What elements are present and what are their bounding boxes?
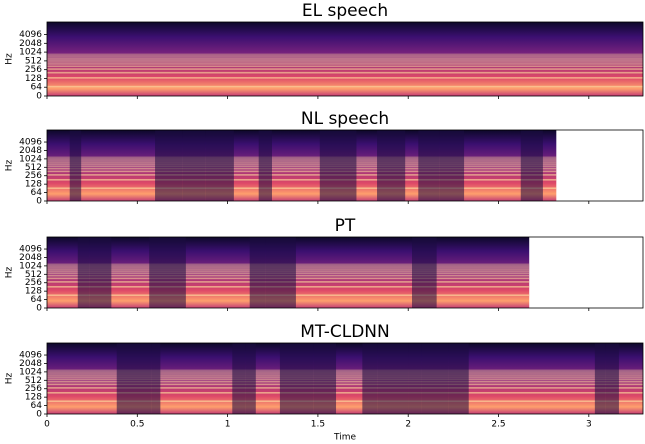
x-axis-label: Time: [333, 433, 356, 443]
pause: [409, 343, 422, 414]
pause: [440, 130, 464, 201]
panel-title: EL speech: [302, 1, 388, 21]
y-tick-label: 4096: [19, 30, 42, 40]
pause: [595, 343, 605, 414]
x-tick-label: 1: [225, 420, 231, 430]
harmonic: [47, 162, 556, 164]
y-tick-label: 4096: [19, 245, 42, 255]
harmonic: [47, 61, 643, 63]
y-axis-label: Hz: [5, 53, 15, 65]
harmonic: [47, 63, 643, 65]
pause: [245, 343, 255, 414]
y-tick-label: 512: [25, 56, 42, 66]
pause: [70, 130, 81, 201]
pause: [206, 130, 234, 201]
harmonic: [47, 59, 643, 61]
pause: [232, 343, 245, 414]
x-tick-label: 2: [405, 420, 411, 430]
harmonic: [47, 53, 643, 55]
y-axis-label: Hz: [5, 372, 15, 384]
pause: [155, 130, 183, 201]
y-tick-label: 128: [25, 74, 42, 84]
pause: [266, 237, 296, 308]
y-tick-label: 2048: [19, 39, 42, 49]
pause: [422, 343, 449, 414]
pause: [152, 343, 161, 414]
harmonic: [47, 168, 556, 170]
harmonic: [47, 68, 643, 70]
pause: [449, 343, 469, 414]
spectrogram: [47, 130, 556, 201]
pause: [418, 130, 439, 201]
pause: [117, 343, 152, 414]
harmonic: [47, 171, 556, 173]
y-axis-label: Hz: [5, 159, 15, 171]
pause: [605, 343, 619, 414]
pause: [320, 130, 357, 201]
x-tick-label: 1.5: [311, 420, 325, 430]
pause: [149, 237, 186, 308]
panel-title: MT-CLDNN: [300, 322, 390, 342]
y-axis-label: Hz: [5, 266, 15, 278]
harmonic: [47, 187, 556, 189]
harmonic: [47, 86, 643, 88]
pause: [377, 343, 409, 414]
pause: [412, 237, 437, 308]
x-tick-label: 2.5: [491, 420, 505, 430]
pause: [280, 343, 313, 414]
y-tick-label: 4096: [19, 138, 42, 148]
pause: [78, 237, 90, 308]
harmonic: [47, 72, 643, 74]
harmonic: [47, 65, 643, 67]
y-tick-label: 64: [31, 83, 43, 93]
pause: [362, 343, 377, 414]
pause: [259, 130, 272, 201]
pause: [521, 130, 543, 201]
pause: [183, 130, 206, 201]
harmonic: [47, 166, 556, 168]
harmonic: [47, 164, 556, 166]
panel-title: NL speech: [301, 109, 389, 129]
y-tick-label: 0: [36, 92, 42, 102]
y-tick-label: 1024: [19, 48, 42, 58]
harmonic: [47, 179, 556, 181]
x-tick-label: 0.5: [130, 420, 144, 430]
pause: [377, 130, 405, 201]
y-tick-label: 256: [25, 65, 42, 75]
pause: [90, 237, 112, 308]
harmonic: [47, 77, 643, 79]
x-tick-label: 0: [44, 420, 50, 430]
pause: [313, 343, 336, 414]
x-tick-label: 3: [586, 420, 592, 430]
harmonic: [47, 174, 556, 176]
y-tick-label: 4096: [19, 351, 42, 361]
pause: [250, 237, 266, 308]
panel-title: PT: [335, 216, 356, 236]
figure: EL speech064128256512102420484096HzNL sp…: [0, 0, 645, 444]
harmonic: [47, 156, 556, 158]
